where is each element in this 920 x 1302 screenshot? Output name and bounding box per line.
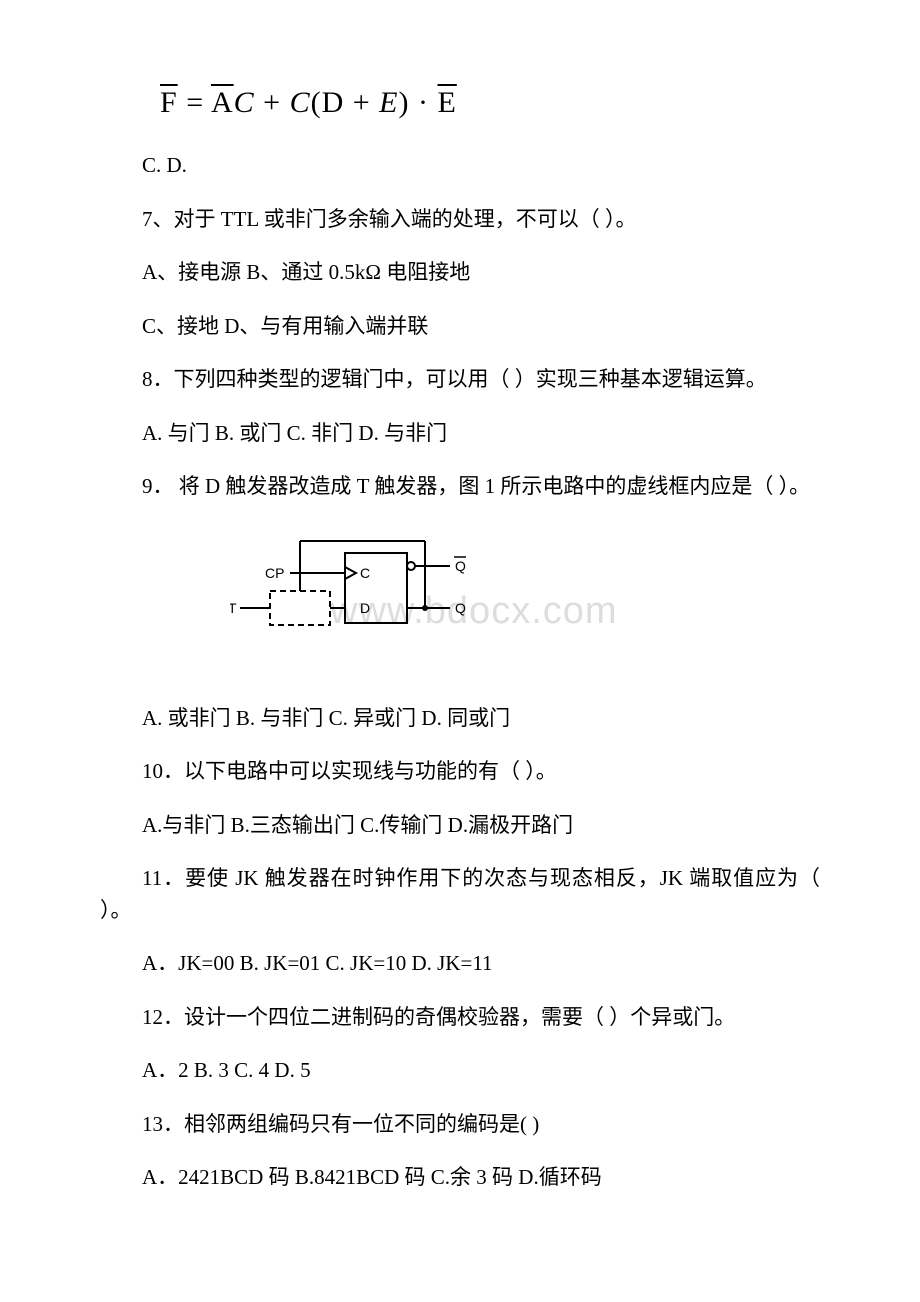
- formula-open: (: [311, 86, 322, 119]
- formula-d: D: [322, 86, 345, 119]
- q10-options: A.与非门 B.三态输出门 C.传输门 D.漏极开路门: [100, 810, 820, 842]
- q8-stem: 8．下列四种类型的逻辑门中，可以用（ ）实现三种基本逻辑运算。: [100, 364, 820, 396]
- q12-options: A．2 B. 3 C. 4 D. 5: [100, 1055, 820, 1087]
- q10-stem: 10．以下电路中可以实现线与功能的有（ ）。: [100, 756, 820, 788]
- label-q: Q: [455, 600, 466, 616]
- formula-close: ) ·: [399, 86, 438, 119]
- circuit-diagram: www.bdocx.com CP C D T Q Q: [100, 533, 820, 663]
- label-c: C: [360, 565, 370, 581]
- formula-equals: =: [186, 86, 211, 119]
- q9-options: A. 或非门 B. 与非门 C. 异或门 D. 同或门: [100, 703, 820, 735]
- formula-plus2: +: [344, 86, 379, 119]
- q13-options: A．2421BCD 码 B.8421BCD 码 C.余 3 码 D.循环码: [100, 1162, 820, 1194]
- formula-e2: E: [437, 86, 456, 119]
- q7-options-cd: C、接地 D、与有用输入端并联: [100, 311, 820, 343]
- q11-options: A．JK=00 B. JK=01 C. JK=10 D. JK=11: [100, 948, 820, 980]
- label-t: T: [230, 600, 237, 616]
- q13-stem: 13．相邻两组编码只有一位不同的编码是( ): [100, 1109, 820, 1141]
- formula-lhs: F: [160, 86, 178, 119]
- q11-stem: 11．要使 JK 触发器在时钟作用下的次态与现态相反，JK 端取值应为（ ）。: [100, 863, 820, 926]
- formula-e1: E: [379, 86, 398, 119]
- q6-options-cd: C. D.: [100, 150, 820, 182]
- q7-options-ab: A、接电源 B、通过 0.5kΩ 电阻接地: [100, 257, 820, 289]
- q12-stem: 12．设计一个四位二进制码的奇偶校验器，需要（ ）个异或门。: [100, 1002, 820, 1034]
- q9-stem: 9． 将 D 触发器改造成 T 触发器，图 1 所示电路中的虚线框内应是（ ）。: [100, 471, 820, 503]
- label-qbar: Q: [455, 558, 466, 574]
- formula-expression: F = AC + C(D + E) · E: [100, 80, 820, 125]
- formula-a: A: [211, 86, 234, 119]
- formula-c2: C: [290, 86, 311, 119]
- label-cp: CP: [265, 565, 284, 581]
- circuit-svg: CP C D T Q Q: [230, 533, 510, 653]
- formula-plus1: +: [255, 86, 290, 119]
- q7-stem: 7、对于 TTL 或非门多余输入端的处理，不可以（ ）。: [100, 204, 820, 236]
- q8-options: A. 与门 B. 或门 C. 非门 D. 与非门: [100, 418, 820, 450]
- formula-c1: C: [234, 86, 255, 119]
- label-d: D: [360, 600, 370, 616]
